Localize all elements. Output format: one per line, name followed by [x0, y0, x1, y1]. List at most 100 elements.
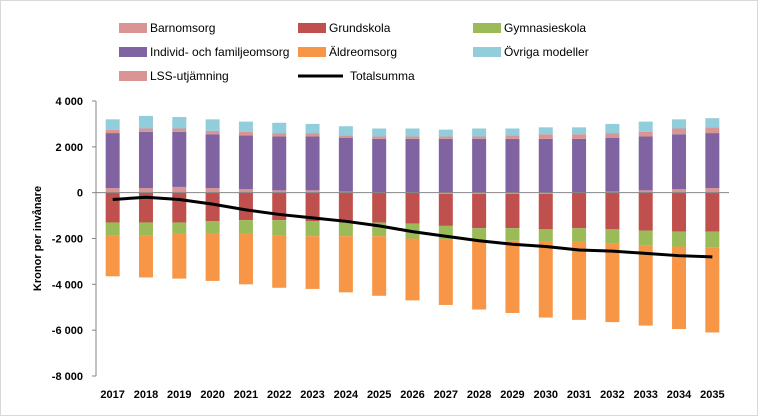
bar-individ-och-familjeomsorg-2025: [372, 138, 387, 193]
bar-ovriga-modeller-2031: [572, 127, 587, 135]
bar-ovriga-modeller-2022: [272, 122, 287, 134]
bar-barnomsorg-2032: [605, 191, 620, 193]
bar-ovriga-modeller-2018: [138, 115, 153, 129]
bar-individ-och-familjeomsorg-2033: [638, 136, 653, 191]
x-tick-label: 2020: [200, 389, 224, 401]
bar-barnomsorg-2029: [505, 192, 520, 194]
bar-aldreomsorg-2025: [372, 236, 387, 296]
bar-lss-utjamning-2030: [538, 134, 553, 139]
bar-individ-och-familjeomsorg-2035: [705, 133, 720, 189]
bar-lss-utjamning-2017: [105, 129, 120, 134]
bar-lss-utjamning-2033: [638, 131, 653, 137]
y-tick-label: 0: [77, 188, 83, 200]
legend-swatch-barnomsorg: [119, 23, 147, 33]
bar-individ-och-familjeomsorg-2032: [605, 137, 620, 192]
bar-aldreomsorg-2031: [572, 241, 587, 320]
bar-ovriga-modeller-2035: [705, 118, 720, 128]
bar-lss-utjamning-2029: [505, 135, 520, 139]
bar-barnomsorg-2033: [638, 190, 653, 193]
bar-individ-och-familjeomsorg-2027: [438, 138, 453, 193]
bar-grundskola-2035: [705, 192, 720, 232]
x-tick-label: 2027: [434, 389, 458, 401]
bar-gymnasieskola-2035: [705, 231, 720, 248]
bar-aldreomsorg-2017: [105, 235, 120, 277]
legend-label-ovriga-modeller: Övriga modeller: [504, 45, 589, 59]
legend-label-lss-utjamning: LSS-utjämning: [150, 69, 229, 83]
bar-lss-utjamning-2032: [605, 133, 620, 138]
bar-individ-och-familjeomsorg-2023: [305, 136, 320, 191]
bar-grundskola-2033: [638, 192, 653, 231]
bar-individ-och-familjeomsorg-2029: [505, 138, 520, 193]
x-tick-label: 2034: [667, 389, 692, 401]
bar-grundskola-2028: [472, 193, 487, 229]
bar-aldreomsorg-2032: [605, 243, 620, 323]
x-tick-label: 2032: [600, 389, 624, 401]
bar-aldreomsorg-2027: [438, 239, 453, 305]
bar-lss-utjamning-2022: [272, 133, 287, 137]
x-tick-label: 2033: [633, 389, 657, 401]
legend-label-gymnasieskola: Gymnasieskola: [504, 21, 586, 35]
bar-barnomsorg-2034: [672, 189, 687, 193]
legend: Barnomsorg Grundskola Gymnasieskola Individ…: [119, 21, 589, 83]
bar-grundskola-2029: [505, 193, 520, 229]
bar-ovriga-modeller-2026: [405, 128, 420, 137]
bar-ovriga-modeller-2019: [172, 117, 187, 129]
bar-aldreomsorg-2029: [505, 240, 520, 313]
plot-area: [105, 115, 720, 333]
bar-aldreomsorg-2018: [138, 235, 153, 278]
bar-individ-och-familjeomsorg-2021: [238, 135, 253, 190]
bar-gymnasieskola-2028: [472, 228, 487, 242]
bar-lss-utjamning-2018: [138, 128, 153, 132]
bar-gymnasieskola-2030: [538, 229, 553, 242]
bar-aldreomsorg-2035: [705, 247, 720, 333]
bar-aldreomsorg-2028: [472, 241, 487, 310]
legend-label-totalsumma: Totalsumma: [350, 69, 415, 83]
y-tick-label: -4 000: [52, 279, 83, 291]
bar-individ-och-familjeomsorg-2017: [105, 133, 120, 189]
bar-aldreomsorg-2021: [238, 233, 253, 285]
x-tick-label: 2024: [334, 389, 359, 401]
bar-ovriga-modeller-2027: [438, 129, 453, 137]
y-tick-label: -8 000: [52, 371, 83, 383]
bar-ovriga-modeller-2021: [238, 121, 253, 132]
bar-grundskola-2030: [538, 193, 553, 230]
bar-ovriga-modeller-2030: [538, 127, 553, 135]
bar-barnomsorg-2017: [105, 188, 120, 193]
bar-lss-utjamning-2025: [372, 136, 387, 139]
bar-barnomsorg-2021: [238, 189, 253, 193]
bar-grundskola-2027: [438, 193, 453, 226]
bar-individ-och-familjeomsorg-2030: [538, 138, 553, 193]
bar-lss-utjamning-2035: [705, 127, 720, 134]
bar-ovriga-modeller-2023: [305, 123, 320, 134]
bar-barnomsorg-2022: [272, 190, 287, 193]
bar-barnomsorg-2019: [172, 186, 187, 193]
x-tick-label: 2028: [467, 389, 491, 401]
bar-ovriga-modeller-2020: [205, 119, 220, 131]
bar-individ-och-familjeomsorg-2031: [572, 138, 587, 193]
x-tick-label: 2031: [567, 389, 591, 401]
legend-label-individ-och-familjeomsorg: Individ- och familjeomsorg: [150, 45, 289, 59]
x-tick-label: 2017: [100, 389, 124, 401]
bar-ovriga-modeller-2017: [105, 119, 120, 130]
bar-lss-utjamning-2020: [205, 130, 220, 135]
x-tick-label: 2025: [367, 389, 391, 401]
bar-grundskola-2020: [205, 192, 220, 222]
bar-barnomsorg-2024: [338, 191, 353, 193]
bar-grundskola-2031: [572, 192, 587, 229]
bar-individ-och-familjeomsorg-2026: [405, 138, 420, 193]
legend-label-barnomsorg: Barnomsorg: [150, 21, 215, 35]
x-tick-label: 2026: [400, 389, 424, 401]
legend-swatch-lss-utjamning: [119, 71, 147, 81]
x-tick-label: 2029: [500, 389, 524, 401]
bar-aldreomsorg-2034: [672, 246, 687, 330]
bar-grundskola-2024: [338, 192, 353, 223]
bar-grundskola-2017: [105, 192, 120, 223]
bar-gymnasieskola-2029: [505, 228, 520, 241]
line-totalsumma: [112, 195, 713, 259]
bar-grundskola-2018: [138, 192, 153, 223]
bar-barnomsorg-2027: [438, 192, 453, 194]
bar-aldreomsorg-2019: [172, 233, 187, 279]
legend-label-aldreomsorg: Äldreomsorg: [329, 45, 397, 59]
